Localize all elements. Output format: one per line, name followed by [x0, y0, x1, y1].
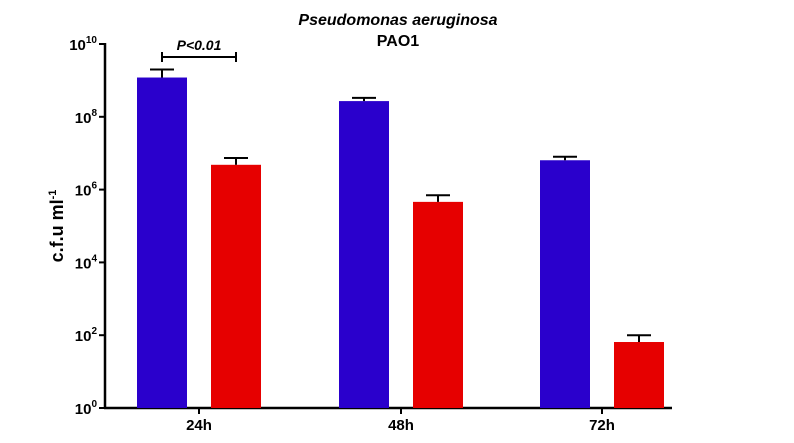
y-tick-exponent: 2: [91, 326, 97, 337]
y-tick-base: 10: [75, 110, 92, 127]
y-tick-label: 1010: [69, 35, 97, 54]
y-tick-label: 106: [75, 181, 98, 200]
x-tick-label: 24h: [186, 417, 212, 434]
bar-72h-series2: [614, 342, 664, 408]
bar-24h-series1: [137, 77, 187, 409]
bar-72h-series1: [540, 160, 590, 408]
y-axis-label-text: c.f.u ml: [47, 199, 67, 262]
y-tick-label: 102: [75, 326, 98, 345]
significance-label: P<0.01: [177, 37, 222, 53]
chart-title: Pseudomonas aeruginosa: [298, 12, 497, 29]
y-tick-exponent: 6: [91, 181, 97, 192]
y-tick-label: 104: [75, 253, 98, 272]
bar-48h-series1: [339, 101, 389, 408]
x-tick-label: 72h: [589, 417, 615, 434]
y-tick-exponent: 10: [86, 35, 98, 46]
chart-subtitle: PAO1: [377, 33, 419, 50]
y-axis-label: c.f.u ml-1: [47, 190, 67, 263]
y-axis-label-superscript: -1: [47, 190, 59, 200]
x-tick-label: 48h: [388, 417, 414, 434]
y-tick-exponent: 8: [91, 108, 97, 119]
y-tick-exponent: 4: [91, 253, 97, 264]
y-tick-base: 10: [75, 255, 92, 272]
bar-48h-series2: [413, 201, 463, 408]
y-tick-base: 10: [75, 328, 92, 345]
bar-24h-series2: [211, 164, 261, 408]
y-tick-label: 100: [75, 399, 98, 418]
y-tick-exponent: 0: [91, 399, 97, 410]
y-tick-label: 108: [75, 108, 98, 127]
y-tick-base: 10: [75, 401, 92, 418]
y-tick-base: 10: [75, 183, 92, 200]
y-tick-base: 10: [69, 37, 86, 54]
